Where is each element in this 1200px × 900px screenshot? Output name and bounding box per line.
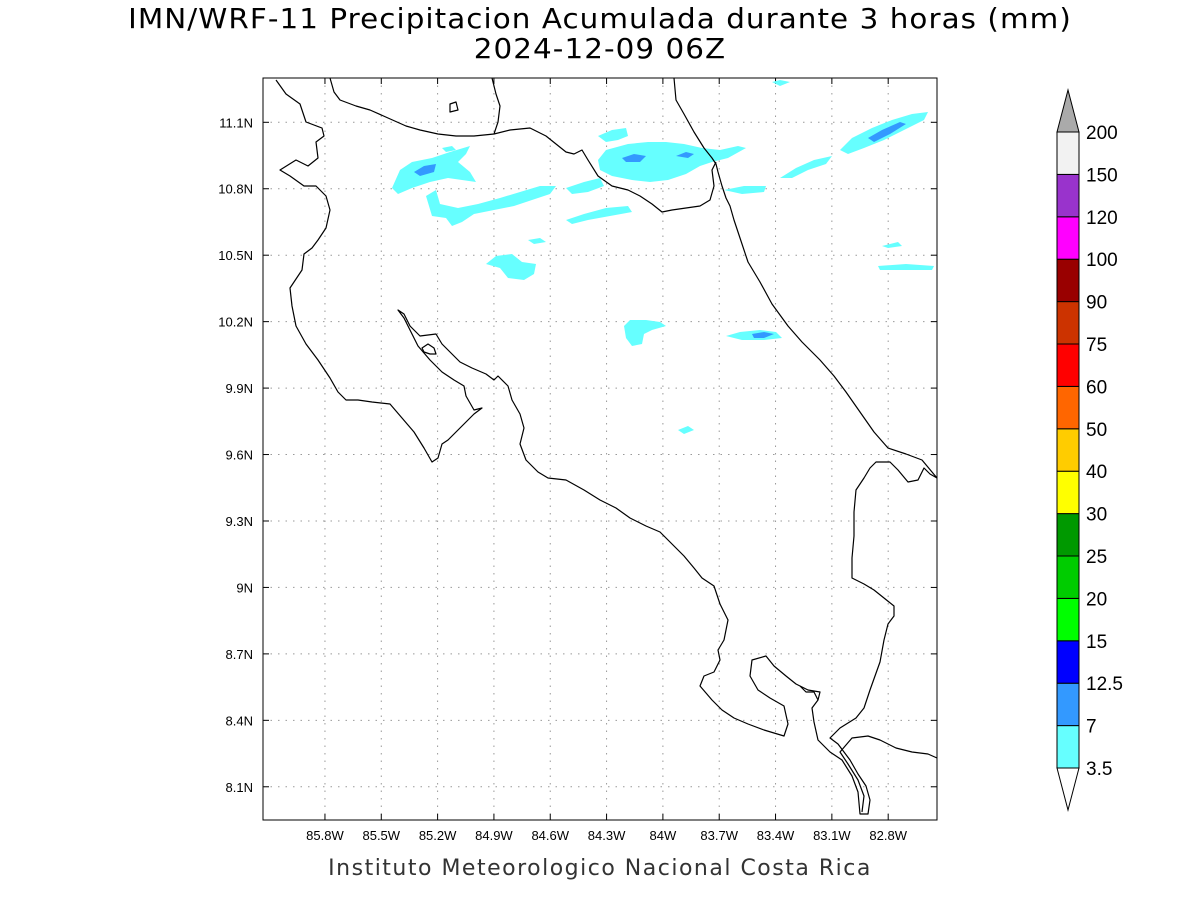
lat-label: 8.7N xyxy=(226,647,253,662)
lon-label: 82.8W xyxy=(869,828,907,843)
colorbar-segment xyxy=(1056,385,1080,430)
coastlines-borders xyxy=(275,77,938,815)
precip-area-northern-plains-west xyxy=(426,186,556,226)
lat-label: 8.1N xyxy=(226,780,253,795)
precip-moderate-sea xyxy=(868,122,906,142)
lon-label: 83.4W xyxy=(757,828,795,843)
nicoya-inner-island xyxy=(421,343,437,355)
caribbean-coast xyxy=(673,77,938,479)
precip-area-frontier-band xyxy=(598,142,746,182)
precip-area-small-1 xyxy=(678,426,694,434)
precip-area-small-3 xyxy=(878,264,934,270)
lat-label: 9.3N xyxy=(226,514,253,529)
lat-label: 9.9N xyxy=(226,381,253,396)
colorbar-level-label: 30 xyxy=(1086,505,1107,526)
colorbar-level-label: 150 xyxy=(1086,165,1118,186)
precip-moderate-guanacaste xyxy=(414,164,436,176)
colorbar-bottom-arrow xyxy=(1056,767,1080,812)
colorbar-level-label: 90 xyxy=(1086,293,1107,314)
lat-label: 9.6N xyxy=(226,448,253,463)
latitude-labels: 11.1N 10.8N 10.5N 10.2N 9.9N 9.6N 9.3N 9N 8.7N 8.… xyxy=(218,115,253,794)
colorbar-segment xyxy=(1056,640,1080,684)
precip-moderate-frontier xyxy=(622,154,646,162)
lon-label: 84W xyxy=(650,828,677,843)
footer-institution: Instituto Meteorologico Nacional Costa R… xyxy=(328,856,872,881)
precip-area-small-6 xyxy=(442,146,456,152)
precip-moderate-limon xyxy=(752,332,774,338)
colorbar-segment xyxy=(1056,216,1080,260)
colorbar-segment xyxy=(1056,131,1080,175)
colorbar-segment xyxy=(1056,173,1080,218)
lat-label: 8.4N xyxy=(226,713,253,728)
colorbar: 3.5 7 12.5 15 20 25 30 40 50 60 75 90 100 120 150 200 xyxy=(1056,88,1123,812)
lon-label: 85.5W xyxy=(362,828,400,843)
colorbar-level-label: 50 xyxy=(1086,420,1107,441)
colorbar-segment xyxy=(1056,513,1080,557)
precip-area-small-4 xyxy=(772,80,790,86)
precip-area-arenal xyxy=(486,254,536,280)
lat-label: 10.8N xyxy=(218,182,253,197)
lon-label: 85.8W xyxy=(306,828,344,843)
precip-area-caribbean-north xyxy=(724,186,766,194)
precip-moderate-frontier-2 xyxy=(676,152,694,158)
precip-area-northern-plains-south xyxy=(566,206,632,224)
colorbar-level-label: 15 xyxy=(1086,632,1107,653)
lon-label: 83.1W xyxy=(813,828,851,843)
colorbar-level-label: 40 xyxy=(1086,462,1107,483)
lon-label: 84.6W xyxy=(531,828,569,843)
lat-label: 10.5N xyxy=(218,248,253,263)
lat-label: 10.2N xyxy=(218,315,253,330)
lon-label: 83.7W xyxy=(700,828,738,843)
colorbar-segment xyxy=(1056,470,1080,515)
colorbar-level-label: 20 xyxy=(1086,589,1107,610)
colorbar-segment xyxy=(1056,725,1080,769)
lon-label: 84.9W xyxy=(475,828,513,843)
precip-area-caribbean-offshore xyxy=(780,156,832,178)
lat-label: 11.1N xyxy=(219,115,253,130)
lake-islet xyxy=(449,101,459,113)
colorbar-top-arrow xyxy=(1056,88,1080,133)
colorbar-segment xyxy=(1056,428,1080,472)
colorbar-level-label: 12.5 xyxy=(1086,674,1123,695)
san-juan-river-border xyxy=(493,127,717,213)
colorbar-segment xyxy=(1056,343,1080,387)
panama-border xyxy=(839,735,938,813)
colorbar-segment xyxy=(1056,682,1080,727)
colorbar-level-label: 200 xyxy=(1086,123,1118,144)
nicaragua-border xyxy=(329,77,501,137)
longitude-labels: 85.8W 85.5W 85.2W 84.9W 84.6W 84.3W 84W 83.7W 83… xyxy=(306,828,908,843)
colorbar-segment xyxy=(1056,597,1080,642)
lon-label: 84.3W xyxy=(588,828,626,843)
precip-area-small-5 xyxy=(528,238,546,244)
map-ticks xyxy=(263,78,937,820)
nicaragua-lake-shore xyxy=(275,79,938,815)
colorbar-level-label: 7 xyxy=(1086,717,1097,738)
colorbar-segment xyxy=(1056,258,1080,303)
precip-area-central-valley xyxy=(624,320,666,346)
colorbar-level-label: 75 xyxy=(1086,335,1107,356)
colorbar-segment xyxy=(1056,301,1080,345)
colorbar-level-label: 60 xyxy=(1086,377,1107,398)
precip-area-san-carlos xyxy=(598,128,628,142)
lat-label: 9N xyxy=(236,580,253,595)
precip-area-small-2 xyxy=(882,242,902,248)
precip-area-northern-plains-mid xyxy=(566,178,604,194)
lon-label: 85.2W xyxy=(419,828,457,843)
osa-shore xyxy=(799,685,819,701)
colorbar-level-label: 120 xyxy=(1086,208,1118,229)
map-subtitle-datetime: 2024-12-09 06Z xyxy=(473,32,727,65)
colorbar-segment xyxy=(1056,555,1080,599)
precipitation-areas-moderate xyxy=(414,122,906,338)
colorbar-level-label: 25 xyxy=(1086,547,1107,568)
map-title: IMN/WRF-11 Precipitacion Acumulada duran… xyxy=(128,2,1072,35)
map-frame xyxy=(262,77,938,821)
colorbar-level-label: 3.5 xyxy=(1086,759,1112,780)
colorbar-level-label: 100 xyxy=(1086,250,1118,271)
